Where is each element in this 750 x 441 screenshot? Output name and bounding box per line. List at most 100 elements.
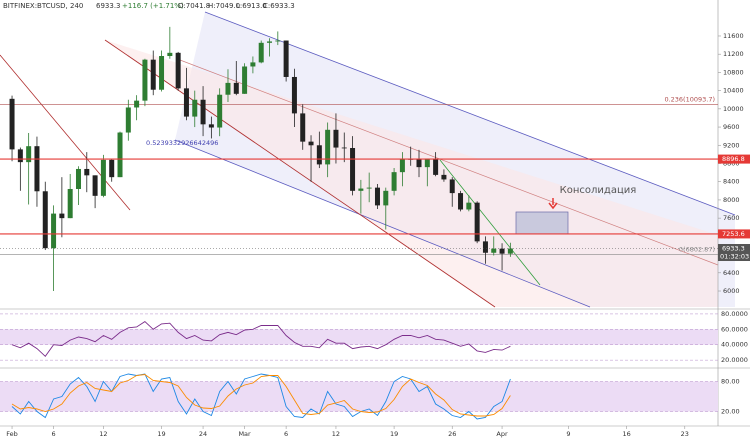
candle-body	[51, 213, 57, 249]
candle-body	[42, 191, 48, 249]
candle	[34, 136, 40, 207]
candle-body	[325, 129, 331, 165]
y-tick-label: 40.0000	[721, 341, 748, 349]
x-tick-label: 6	[284, 430, 288, 438]
y-tick-label: 20.0000	[721, 356, 748, 364]
candle-body	[167, 52, 173, 57]
candle-body	[117, 132, 123, 178]
candle	[142, 58, 148, 107]
candle-body	[84, 168, 90, 176]
candle-body	[125, 107, 131, 133]
candle-body	[150, 59, 156, 90]
candle	[150, 50, 156, 96]
candle-body	[34, 146, 40, 192]
header: BITFINEX:BTCUSD, 240 6933.3 +116.7 (+1.7…	[3, 2, 295, 10]
price-label: 7253.6	[722, 230, 745, 238]
ohlc: H:7049.0	[208, 2, 240, 10]
candle	[51, 205, 57, 292]
y-tick-label: 10000	[723, 105, 744, 113]
ohlc: C:6933.3	[263, 2, 295, 10]
candle-body	[258, 42, 264, 63]
candle	[499, 243, 505, 271]
candle-body	[474, 202, 480, 242]
y-tick-label: 10800	[723, 68, 744, 76]
candle-body	[366, 187, 372, 189]
candle	[391, 168, 397, 196]
candle-body	[466, 202, 472, 210]
candle-body	[308, 141, 314, 146]
x-tick-label: 26	[448, 430, 456, 438]
last: 6933.3	[96, 2, 121, 10]
candle-body	[242, 66, 248, 94]
candle	[175, 51, 181, 91]
last-price-box	[718, 244, 750, 262]
change: +116.7 (+1.71%)	[122, 2, 184, 10]
candle	[109, 158, 115, 182]
pane-band	[0, 381, 718, 412]
candle-body	[391, 172, 397, 191]
candle	[399, 152, 405, 187]
candle	[466, 195, 472, 212]
candle-body	[267, 41, 273, 43]
candle	[258, 40, 264, 64]
candle	[250, 56, 256, 74]
x-tick-label: Feb	[6, 430, 18, 438]
candle-body	[75, 168, 81, 189]
trend-line	[179, 59, 719, 266]
trend-line	[104, 39, 496, 308]
stoch-d-line	[11, 374, 511, 417]
candle-body	[134, 100, 140, 108]
candle-body	[200, 99, 206, 125]
x-tick-label: 16	[623, 430, 631, 438]
trend-line	[0, 54, 131, 211]
candle-body	[383, 190, 389, 206]
candle	[316, 131, 322, 169]
candle	[208, 116, 214, 139]
ohlc: O:7041.8	[178, 2, 210, 10]
fib-label: 0(6802.87)	[679, 245, 715, 253]
candle-body	[109, 159, 115, 178]
candle-body	[441, 174, 447, 180]
candle-body	[424, 158, 430, 168]
ohlc: L:6913.0	[236, 2, 267, 10]
candle-body	[291, 76, 297, 114]
candle	[75, 166, 81, 205]
countdown: 01:32:03	[720, 253, 749, 261]
y-tick-label: 80.00	[721, 378, 740, 386]
y-tick-label: 6000	[723, 287, 740, 295]
candle	[507, 242, 513, 257]
candle	[17, 147, 23, 191]
candle-body	[250, 62, 256, 67]
channel-line	[204, 11, 736, 216]
candle	[433, 152, 439, 177]
candle-body	[59, 213, 65, 219]
candle	[474, 201, 480, 244]
fib-label: 0.236(10093.7)	[664, 96, 715, 104]
candle-body	[333, 129, 339, 148]
candle-body	[275, 40, 281, 42]
x-tick-label: Mar	[238, 430, 251, 438]
candle-body	[458, 193, 464, 210]
y-tick-label: 8400	[723, 178, 740, 186]
y-tick-label: 11200	[723, 50, 744, 58]
candle	[449, 177, 455, 207]
candle	[275, 31, 281, 46]
candle	[59, 177, 65, 238]
candle	[350, 136, 356, 196]
candle	[167, 26, 173, 59]
stoch-k-line	[11, 373, 511, 420]
y-tick-label: 60.0000	[721, 325, 748, 333]
fib-note: 0.5239332926642496	[146, 139, 218, 147]
candle-body	[499, 248, 505, 254]
candle-body	[283, 40, 289, 77]
candle	[84, 152, 90, 193]
candle	[458, 190, 464, 212]
candle-body	[92, 175, 98, 196]
candle-body	[208, 124, 214, 128]
channel-line	[174, 139, 591, 308]
candle	[283, 40, 289, 82]
x-tick-label: 12	[99, 430, 107, 438]
price-label: 8896.8	[722, 155, 745, 163]
candle	[441, 169, 447, 182]
y-tick-label: 10400	[723, 87, 744, 95]
